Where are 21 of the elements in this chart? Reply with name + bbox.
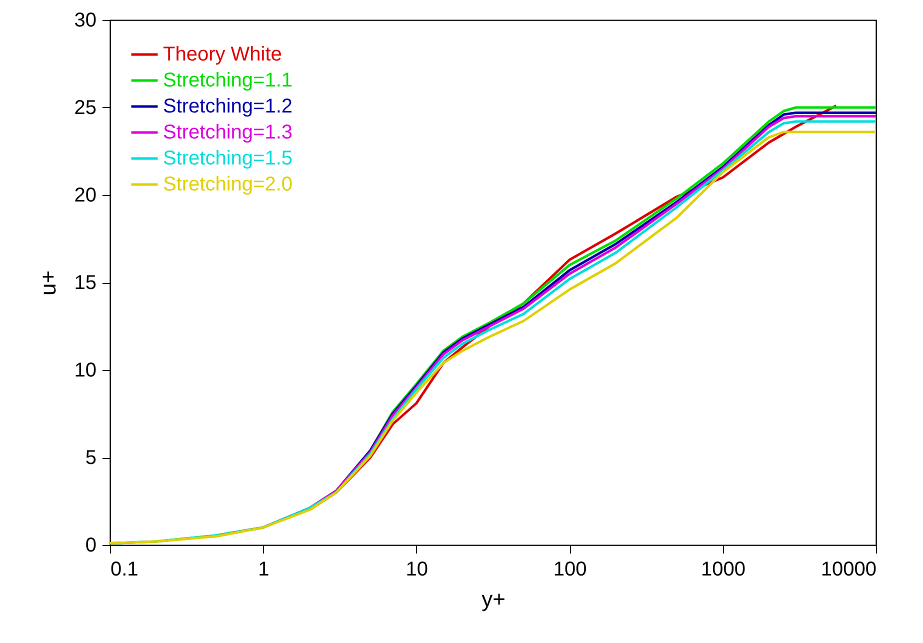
y-tick-label: 5 bbox=[85, 447, 96, 469]
y-tick-label: 10 bbox=[74, 360, 96, 382]
y-tick-label: 30 bbox=[74, 10, 96, 32]
legend-label: Stretching=1.5 bbox=[163, 148, 293, 170]
x-tick-label: 1 bbox=[258, 558, 270, 580]
legend-label: Stretching=1.1 bbox=[163, 70, 293, 92]
x-tick-label: 0.1 bbox=[110, 558, 138, 580]
x-axis-title: y+ bbox=[482, 586, 506, 612]
x-tick-label: 100 bbox=[553, 558, 587, 580]
y-axis-title: u+ bbox=[35, 270, 60, 296]
y-tick-label: 25 bbox=[74, 97, 96, 119]
legend-label: Stretching=1.2 bbox=[163, 96, 293, 118]
y-tick-label: 15 bbox=[74, 272, 96, 294]
legend-label: Stretching=1.3 bbox=[163, 122, 293, 144]
x-tick-label: 10 bbox=[406, 558, 428, 580]
x-tick-label: 10000 bbox=[820, 558, 876, 580]
x-tick-label: 1000 bbox=[701, 558, 746, 580]
legend-label: Stretching=2.0 bbox=[163, 174, 293, 196]
y-tick-label: 0 bbox=[85, 534, 96, 556]
legend-label: Theory White bbox=[163, 44, 282, 66]
y-tick-label: 20 bbox=[74, 184, 96, 206]
